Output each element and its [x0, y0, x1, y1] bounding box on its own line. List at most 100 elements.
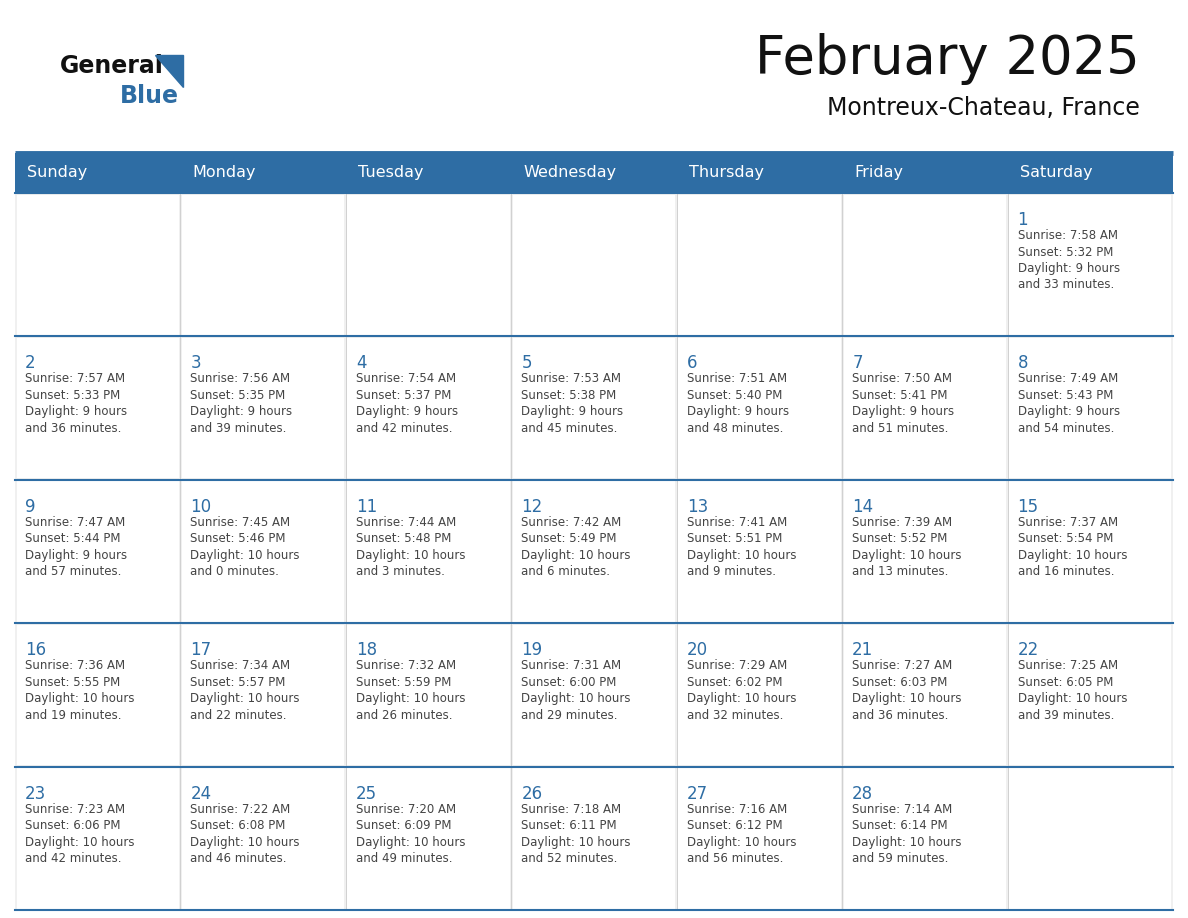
Text: Sunrise: 7:51 AM: Sunrise: 7:51 AM	[687, 373, 786, 386]
Text: Daylight: 10 hours: Daylight: 10 hours	[522, 692, 631, 705]
Text: Sunrise: 7:42 AM: Sunrise: 7:42 AM	[522, 516, 621, 529]
Text: and 9 minutes.: and 9 minutes.	[687, 565, 776, 578]
Text: and 48 minutes.: and 48 minutes.	[687, 422, 783, 435]
Text: Daylight: 9 hours: Daylight: 9 hours	[25, 549, 127, 562]
Bar	[347, 338, 510, 478]
Bar	[513, 195, 675, 335]
Text: and 42 minutes.: and 42 minutes.	[356, 422, 453, 435]
Text: Blue: Blue	[120, 84, 179, 108]
Text: 10: 10	[190, 498, 211, 516]
Text: Sunset: 5:48 PM: Sunset: 5:48 PM	[356, 532, 451, 545]
Text: and 54 minutes.: and 54 minutes.	[1018, 422, 1114, 435]
Text: and 22 minutes.: and 22 minutes.	[190, 709, 287, 722]
Text: Sunset: 5:52 PM: Sunset: 5:52 PM	[852, 532, 948, 545]
Text: Sunrise: 7:44 AM: Sunrise: 7:44 AM	[356, 516, 456, 529]
Bar	[17, 338, 179, 478]
Text: Sunset: 5:55 PM: Sunset: 5:55 PM	[25, 676, 120, 688]
Text: Sunrise: 7:47 AM: Sunrise: 7:47 AM	[25, 516, 125, 529]
Text: Sunset: 6:00 PM: Sunset: 6:00 PM	[522, 676, 617, 688]
Text: and 45 minutes.: and 45 minutes.	[522, 422, 618, 435]
Text: and 36 minutes.: and 36 minutes.	[25, 422, 121, 435]
Bar	[15, 623, 1173, 767]
Text: Sunrise: 7:57 AM: Sunrise: 7:57 AM	[25, 373, 125, 386]
Bar	[843, 768, 1006, 909]
Text: Sunrise: 7:29 AM: Sunrise: 7:29 AM	[687, 659, 786, 672]
Text: Daylight: 9 hours: Daylight: 9 hours	[1018, 262, 1120, 275]
Bar	[15, 193, 1173, 336]
Text: 12: 12	[522, 498, 543, 516]
Text: Sunrise: 7:18 AM: Sunrise: 7:18 AM	[522, 802, 621, 815]
Bar	[182, 625, 345, 765]
Text: Montreux-Chateau, France: Montreux-Chateau, France	[827, 96, 1140, 120]
Bar	[182, 195, 345, 335]
Text: 26: 26	[522, 785, 543, 802]
Bar	[347, 481, 510, 621]
Text: Sunrise: 7:45 AM: Sunrise: 7:45 AM	[190, 516, 291, 529]
Bar	[17, 768, 179, 909]
Text: Sunrise: 7:50 AM: Sunrise: 7:50 AM	[852, 373, 952, 386]
Text: Daylight: 10 hours: Daylight: 10 hours	[1018, 549, 1127, 562]
Text: Sunset: 5:44 PM: Sunset: 5:44 PM	[25, 532, 120, 545]
Text: and 33 minutes.: and 33 minutes.	[1018, 278, 1114, 292]
Text: 27: 27	[687, 785, 708, 802]
Text: and 46 minutes.: and 46 minutes.	[190, 852, 287, 865]
Text: Sunrise: 7:53 AM: Sunrise: 7:53 AM	[522, 373, 621, 386]
Bar	[182, 481, 345, 621]
Text: 24: 24	[190, 785, 211, 802]
Text: Monday: Monday	[192, 165, 255, 181]
Bar	[17, 481, 179, 621]
Text: Sunrise: 7:22 AM: Sunrise: 7:22 AM	[190, 802, 291, 815]
Bar	[678, 195, 841, 335]
Text: Daylight: 10 hours: Daylight: 10 hours	[852, 549, 961, 562]
Text: and 56 minutes.: and 56 minutes.	[687, 852, 783, 865]
Bar	[15, 480, 1173, 623]
Text: Sunset: 5:43 PM: Sunset: 5:43 PM	[1018, 389, 1113, 402]
Bar	[843, 195, 1006, 335]
Text: Sunset: 5:37 PM: Sunset: 5:37 PM	[356, 389, 451, 402]
Text: and 51 minutes.: and 51 minutes.	[852, 422, 948, 435]
Text: Daylight: 10 hours: Daylight: 10 hours	[190, 692, 299, 705]
Text: Sunset: 5:32 PM: Sunset: 5:32 PM	[1018, 245, 1113, 259]
Bar	[15, 767, 1173, 910]
Text: 1: 1	[1018, 211, 1028, 229]
Text: Wednesday: Wednesday	[523, 165, 617, 181]
Bar	[843, 481, 1006, 621]
Bar	[1009, 338, 1171, 478]
Text: Sunrise: 7:54 AM: Sunrise: 7:54 AM	[356, 373, 456, 386]
Text: 5: 5	[522, 354, 532, 373]
Text: 23: 23	[25, 785, 46, 802]
Text: 4: 4	[356, 354, 366, 373]
Text: Daylight: 9 hours: Daylight: 9 hours	[25, 406, 127, 419]
Bar	[513, 625, 675, 765]
Text: Sunset: 5:33 PM: Sunset: 5:33 PM	[25, 389, 120, 402]
Text: Daylight: 10 hours: Daylight: 10 hours	[852, 835, 961, 848]
Text: Sunset: 5:41 PM: Sunset: 5:41 PM	[852, 389, 948, 402]
Text: Sunset: 6:09 PM: Sunset: 6:09 PM	[356, 819, 451, 832]
Text: 15: 15	[1018, 498, 1038, 516]
Text: Daylight: 10 hours: Daylight: 10 hours	[356, 549, 466, 562]
Text: 8: 8	[1018, 354, 1028, 373]
Text: Sunset: 6:03 PM: Sunset: 6:03 PM	[852, 676, 948, 688]
Text: Sunset: 6:06 PM: Sunset: 6:06 PM	[25, 819, 120, 832]
Text: Daylight: 10 hours: Daylight: 10 hours	[356, 692, 466, 705]
Text: Sunset: 6:08 PM: Sunset: 6:08 PM	[190, 819, 286, 832]
Bar	[182, 768, 345, 909]
Text: Daylight: 9 hours: Daylight: 9 hours	[190, 406, 292, 419]
Text: Daylight: 10 hours: Daylight: 10 hours	[687, 692, 796, 705]
Text: Sunrise: 7:20 AM: Sunrise: 7:20 AM	[356, 802, 456, 815]
Text: and 29 minutes.: and 29 minutes.	[522, 709, 618, 722]
Text: 28: 28	[852, 785, 873, 802]
Text: Thursday: Thursday	[689, 165, 764, 181]
Text: 3: 3	[190, 354, 201, 373]
Text: 17: 17	[190, 641, 211, 659]
Text: and 39 minutes.: and 39 minutes.	[190, 422, 286, 435]
Text: Daylight: 10 hours: Daylight: 10 hours	[1018, 692, 1127, 705]
Text: Sunset: 6:02 PM: Sunset: 6:02 PM	[687, 676, 782, 688]
Bar	[678, 481, 841, 621]
Text: and 13 minutes.: and 13 minutes.	[852, 565, 948, 578]
Text: Daylight: 10 hours: Daylight: 10 hours	[356, 835, 466, 848]
Text: Sunset: 5:40 PM: Sunset: 5:40 PM	[687, 389, 782, 402]
Text: Daylight: 10 hours: Daylight: 10 hours	[25, 835, 134, 848]
Bar	[843, 338, 1006, 478]
Text: Daylight: 9 hours: Daylight: 9 hours	[522, 406, 624, 419]
